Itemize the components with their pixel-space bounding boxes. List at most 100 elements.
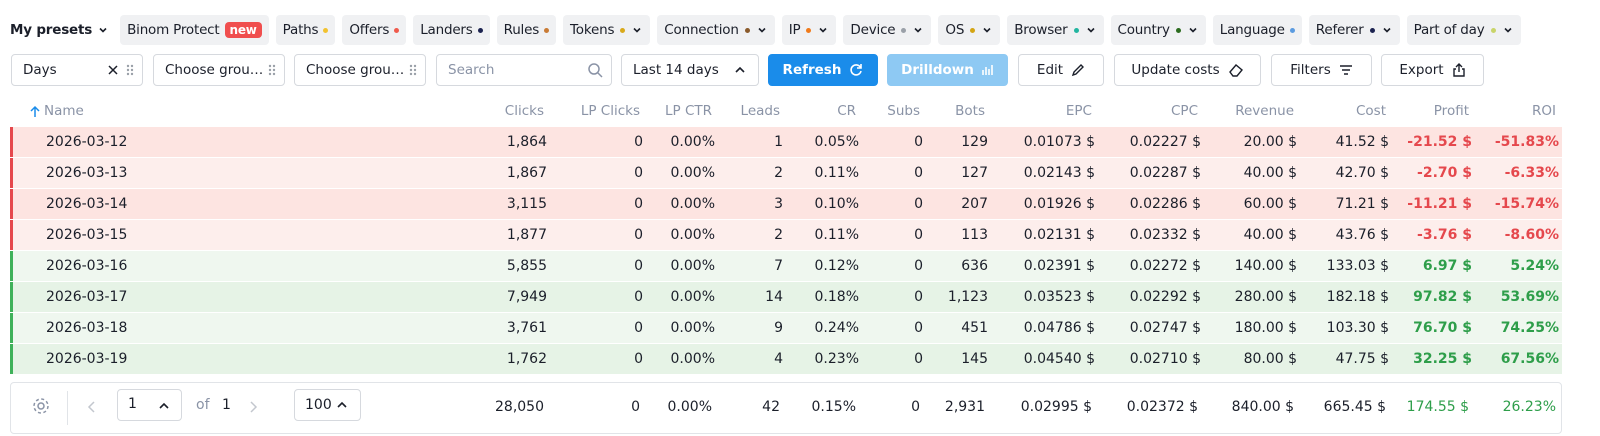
column-header[interactable]: Name	[44, 103, 84, 119]
column-header[interactable]: Leads	[740, 103, 780, 119]
column-header[interactable]: Subs	[887, 103, 920, 119]
drag-handle[interactable]	[126, 64, 134, 76]
table-row[interactable]: 2026-03-15 1,877 0 0.00% 2 0.11% 0 113 0.02131 $…	[10, 220, 1562, 250]
preset-tab[interactable]: Paths	[275, 15, 336, 45]
tab-label: Country	[1117, 22, 1170, 38]
table-row[interactable]: 2026-03-13 1,867 0 0.00% 2 0.11% 0 127 0.02143 $…	[10, 158, 1562, 188]
table-row[interactable]: 2026-03-16 5,855 0 0.00% 7 0.12% 0 636 0.02391 $…	[10, 251, 1562, 281]
drilldown-button[interactable]: Drilldown	[887, 54, 1008, 86]
cell-value: 3,761	[506, 320, 547, 336]
preset-tab[interactable]: OS	[938, 15, 1001, 45]
drilldown-label: Drilldown	[901, 62, 974, 78]
total-value: 0.15%	[811, 399, 856, 415]
prev-page[interactable]	[87, 400, 97, 414]
search-input[interactable]: Search	[436, 54, 612, 86]
cell-value: 0.02131 $	[1023, 227, 1095, 243]
table-row[interactable]: 2026-03-19 1,762 0 0.00% 4 0.23% 0 145 0.04540 $…	[10, 344, 1562, 374]
tab-label: Part of day	[1413, 22, 1485, 38]
drag-handle[interactable]	[409, 64, 417, 76]
page-value: 1	[128, 396, 137, 412]
table-row[interactable]: 2026-03-12 1,864 0 0.00% 1 0.05% 0 129 0.01073 $…	[10, 127, 1562, 157]
drag-handle[interactable]	[268, 64, 276, 76]
group-select[interactable]: Days	[11, 54, 143, 86]
cell-value: -21.52 $	[1407, 134, 1472, 150]
update-costs-button[interactable]: Update costs	[1114, 54, 1261, 86]
row-name: 2026-03-17	[46, 289, 128, 305]
cell-value: 0	[634, 320, 643, 336]
filters-button[interactable]: Filters	[1271, 54, 1372, 86]
total-value: 42	[762, 399, 780, 415]
per-page-select[interactable]: 100	[294, 389, 361, 421]
clear-icon[interactable]	[108, 65, 118, 75]
cell-value: 0.02391 $	[1023, 258, 1095, 274]
row-name: 2026-03-19	[46, 351, 128, 367]
sort-asc-icon[interactable]	[29, 105, 41, 118]
period-select[interactable]: Last 14 days	[621, 54, 759, 86]
preset-tab[interactable]: Language	[1212, 15, 1302, 45]
column-header[interactable]: CR	[837, 103, 856, 119]
preset-tab[interactable]: Connection	[657, 15, 775, 45]
cell-value: 133.03 $	[1326, 258, 1389, 274]
cell-value: 180.00 $	[1234, 320, 1297, 336]
table-row[interactable]: 2026-03-14 3,115 0 0.00% 3 0.10% 0 207 0.01926 $…	[10, 189, 1562, 219]
column-header[interactable]: Clicks	[504, 103, 544, 119]
cell-value: 97.82 $	[1413, 289, 1472, 305]
cell-value: 1,867	[506, 165, 547, 181]
total-value: 26.23%	[1502, 399, 1556, 415]
presets-menu[interactable]: My presets	[6, 15, 113, 45]
preset-tab[interactable]: Referer	[1308, 15, 1400, 45]
per-page-value: 100	[305, 397, 332, 413]
column-header[interactable]: Revenue	[1235, 103, 1294, 119]
cell-value: 1,864	[506, 134, 547, 150]
cell-value: -6.33%	[1504, 165, 1559, 181]
cell-value: 0	[634, 289, 643, 305]
preset-tab[interactable]: Binom Protect new	[120, 15, 269, 45]
preset-tab[interactable]: Browser	[1007, 15, 1104, 45]
tab-dot	[901, 27, 907, 33]
new-badge: new	[224, 22, 262, 38]
column-header[interactable]: ROI	[1532, 103, 1556, 119]
cell-value: 636	[961, 258, 988, 274]
refresh-button[interactable]: Refresh	[768, 54, 878, 86]
column-header[interactable]: Bots	[955, 103, 985, 119]
preset-tab[interactable]: Device	[843, 15, 932, 45]
tab-dot	[1369, 27, 1375, 33]
preset-tab[interactable]: Landers	[413, 15, 490, 45]
column-header[interactable]: LP CTR	[664, 103, 712, 119]
total-value: 174.55 $	[1406, 399, 1469, 415]
preset-tab[interactable]: Country	[1110, 15, 1206, 45]
cell-value: 103.30 $	[1326, 320, 1389, 336]
export-button[interactable]: Export	[1381, 54, 1484, 86]
group-select[interactable]: Choose grou…	[153, 54, 285, 86]
preset-tab[interactable]: Rules	[496, 15, 557, 45]
cell-value: 67.56%	[1500, 351, 1559, 367]
preset-tab[interactable]: IP	[781, 15, 837, 45]
cell-value: 80.00 $	[1243, 351, 1297, 367]
preset-tab[interactable]: Tokens	[563, 15, 651, 45]
next-page[interactable]	[248, 400, 258, 414]
cell-value: -2.70 $	[1417, 165, 1472, 181]
preset-tab[interactable]: Part of day	[1406, 15, 1521, 45]
table-row[interactable]: 2026-03-18 3,761 0 0.00% 9 0.24% 0 451 0.04786 $…	[10, 313, 1562, 343]
column-header[interactable]: Cost	[1355, 103, 1386, 119]
total-value: 28,050	[495, 399, 544, 415]
page-input[interactable]: 1	[117, 389, 182, 421]
settings-icon[interactable]	[31, 396, 51, 416]
cell-value: 0.00%	[670, 320, 715, 336]
cell-value: 20.00 $	[1243, 134, 1297, 150]
column-header[interactable]: EPC	[1065, 103, 1092, 119]
chevron	[1086, 27, 1095, 33]
preset-tab[interactable]: Offers	[342, 15, 407, 45]
edit-button[interactable]: Edit	[1018, 54, 1104, 86]
group-select[interactable]: Choose grou…	[294, 54, 426, 86]
cell-value: 0.00%	[670, 196, 715, 212]
column-header[interactable]: CPC	[1171, 103, 1198, 119]
table-row[interactable]: 2026-03-17 7,949 0 0.00% 14 0.18% 0 1,123 0.0352…	[10, 282, 1562, 312]
tab-dot	[970, 27, 976, 33]
column-header[interactable]: LP Clicks	[580, 103, 640, 119]
cell-value: 0.00%	[670, 227, 715, 243]
update-costs-label: Update costs	[1131, 62, 1220, 78]
tab-dot	[394, 27, 400, 33]
column-header[interactable]: Profit	[1433, 103, 1469, 119]
cell-value: 0.02227 $	[1129, 134, 1201, 150]
